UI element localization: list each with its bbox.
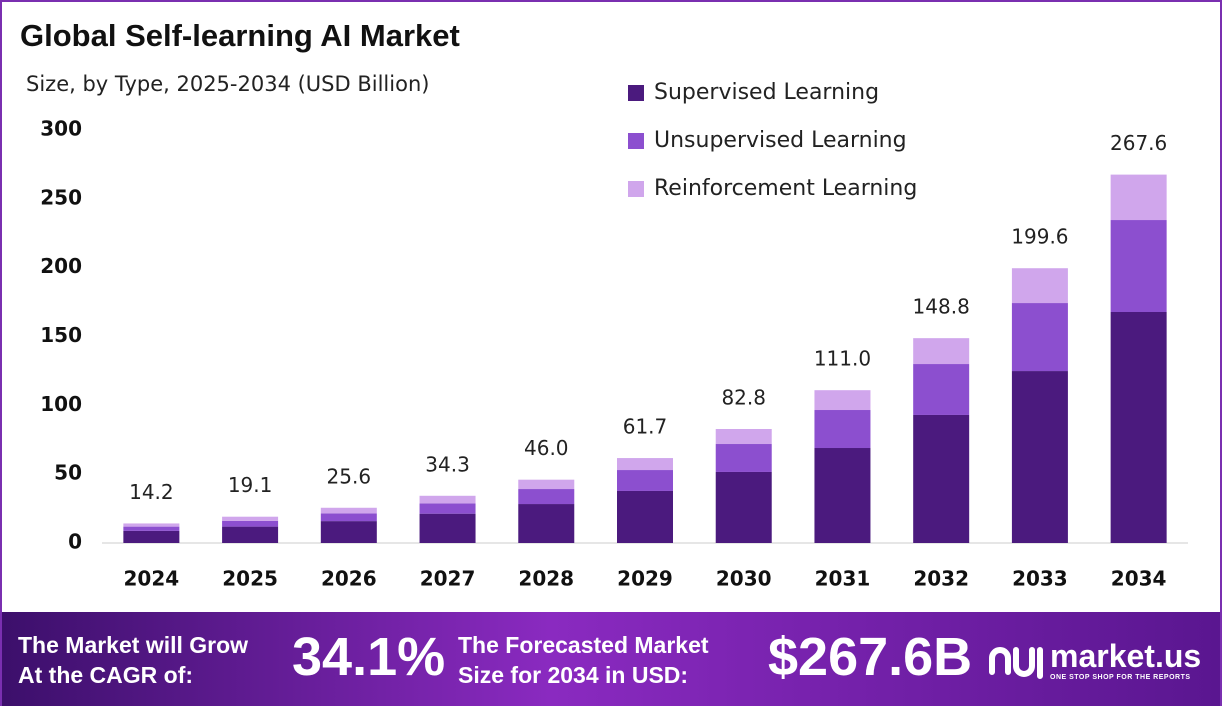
bar-segment	[913, 414, 970, 543]
y-tick-label: 200	[40, 254, 82, 278]
bar-segment	[814, 448, 871, 543]
legend-swatch	[628, 133, 644, 149]
chart-subtitle: Size, by Type, 2025-2034 (USD Billion)	[26, 72, 429, 96]
bar-segment	[1110, 311, 1167, 543]
bar-segment	[913, 364, 970, 415]
forecast-value: $267.6B	[768, 627, 973, 687]
y-tick-label: 250	[40, 185, 82, 209]
y-tick-label: 150	[40, 323, 82, 347]
bar-segment	[715, 471, 772, 543]
x-tick-label: 2029	[617, 567, 673, 591]
bar-segment	[123, 526, 180, 531]
x-tick-label: 2030	[716, 567, 772, 591]
bar-segment	[617, 470, 673, 491]
x-tick-label: 2033	[1012, 567, 1068, 591]
bar-segment	[222, 520, 279, 527]
total-label: 82.8	[721, 386, 766, 410]
bar-segment	[320, 521, 377, 543]
cagr-caption: The Market will Grow At the CAGR of:	[18, 630, 248, 690]
bar-segment	[518, 489, 575, 505]
text: Size for 2034 in USD:	[458, 662, 689, 688]
legend-label: Reinforcement Learning	[654, 176, 917, 201]
bar-segment	[617, 490, 673, 543]
total-label: 34.3	[425, 452, 470, 476]
y-tick-label: 100	[40, 392, 82, 416]
x-tick-label: 2031	[815, 567, 871, 591]
brand-logo	[989, 647, 1043, 679]
bar-segment	[518, 479, 575, 490]
bar-segment	[518, 504, 575, 543]
x-tick-label: 2034	[1111, 567, 1167, 591]
bar-segment	[320, 513, 377, 522]
brand-tagline: ONE STOP SHOP FOR THE REPORTS	[1050, 674, 1191, 681]
text: The Forecasted Market	[458, 632, 709, 658]
bar-segment	[617, 458, 673, 471]
x-tick-label: 2026	[321, 567, 377, 591]
bar-segment	[222, 516, 279, 521]
bar-segment	[715, 429, 772, 445]
bar-segment	[419, 495, 476, 504]
total-label: 199.6	[1011, 225, 1068, 249]
bar-segment	[814, 410, 871, 449]
total-label: 19.1	[228, 473, 273, 497]
bar-segment	[123, 530, 180, 543]
total-label: 14.2	[129, 480, 174, 504]
bar-segment	[715, 444, 772, 472]
footer: The Market will Grow At the CAGR of: 34.1…	[2, 612, 1220, 706]
bar-segment	[1110, 220, 1167, 312]
total-label: 111.0	[814, 347, 871, 371]
bar-segment	[419, 503, 476, 514]
x-tick-label: 2028	[518, 567, 574, 591]
x-tick-label: 2027	[420, 567, 476, 591]
bar-segment	[419, 513, 476, 543]
bar-segment	[1011, 303, 1068, 372]
x-tick-label: 2025	[222, 567, 278, 591]
bar-segment	[1011, 371, 1068, 543]
total-label: 148.8	[913, 295, 970, 319]
brand: market.us	[1050, 638, 1202, 674]
forecast-caption: The Forecasted Market Size for 2034 in US…	[458, 630, 709, 690]
legend-label: Unsupervised Learning	[654, 128, 907, 153]
bar-segment	[814, 390, 871, 411]
y-tick-label: 50	[54, 461, 82, 485]
bar-segment	[1011, 268, 1068, 304]
y-tick-label: 300	[40, 117, 82, 141]
chart: Global Self-learning AI Market Size, by …	[20, 18, 1188, 591]
x-tick-label: 2032	[913, 567, 969, 591]
bar-segment	[320, 507, 377, 514]
chart-title: Global Self-learning AI Market	[20, 18, 460, 53]
text: At the CAGR of:	[18, 662, 194, 688]
legend-swatch	[628, 181, 644, 197]
x-tick-label: 2024	[124, 567, 180, 591]
total-label: 25.6	[327, 464, 372, 488]
legend-label: Supervised Learning	[654, 80, 879, 105]
bar-segment	[222, 526, 279, 543]
total-label: 46.0	[524, 436, 569, 460]
bar-segment	[913, 338, 970, 365]
cagr-value: 34.1%	[292, 627, 446, 687]
total-label: 267.6	[1110, 131, 1167, 155]
bar-segment	[123, 523, 180, 527]
legend-swatch	[628, 85, 644, 101]
bar-segment	[1110, 174, 1167, 221]
y-tick-label: 0	[68, 530, 82, 554]
text: The Market will Grow	[18, 632, 249, 658]
total-label: 61.7	[623, 415, 668, 439]
